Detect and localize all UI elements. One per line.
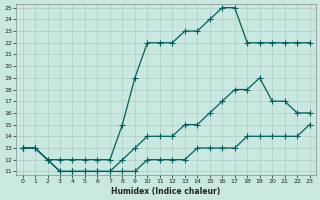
X-axis label: Humidex (Indice chaleur): Humidex (Indice chaleur) <box>111 187 221 196</box>
